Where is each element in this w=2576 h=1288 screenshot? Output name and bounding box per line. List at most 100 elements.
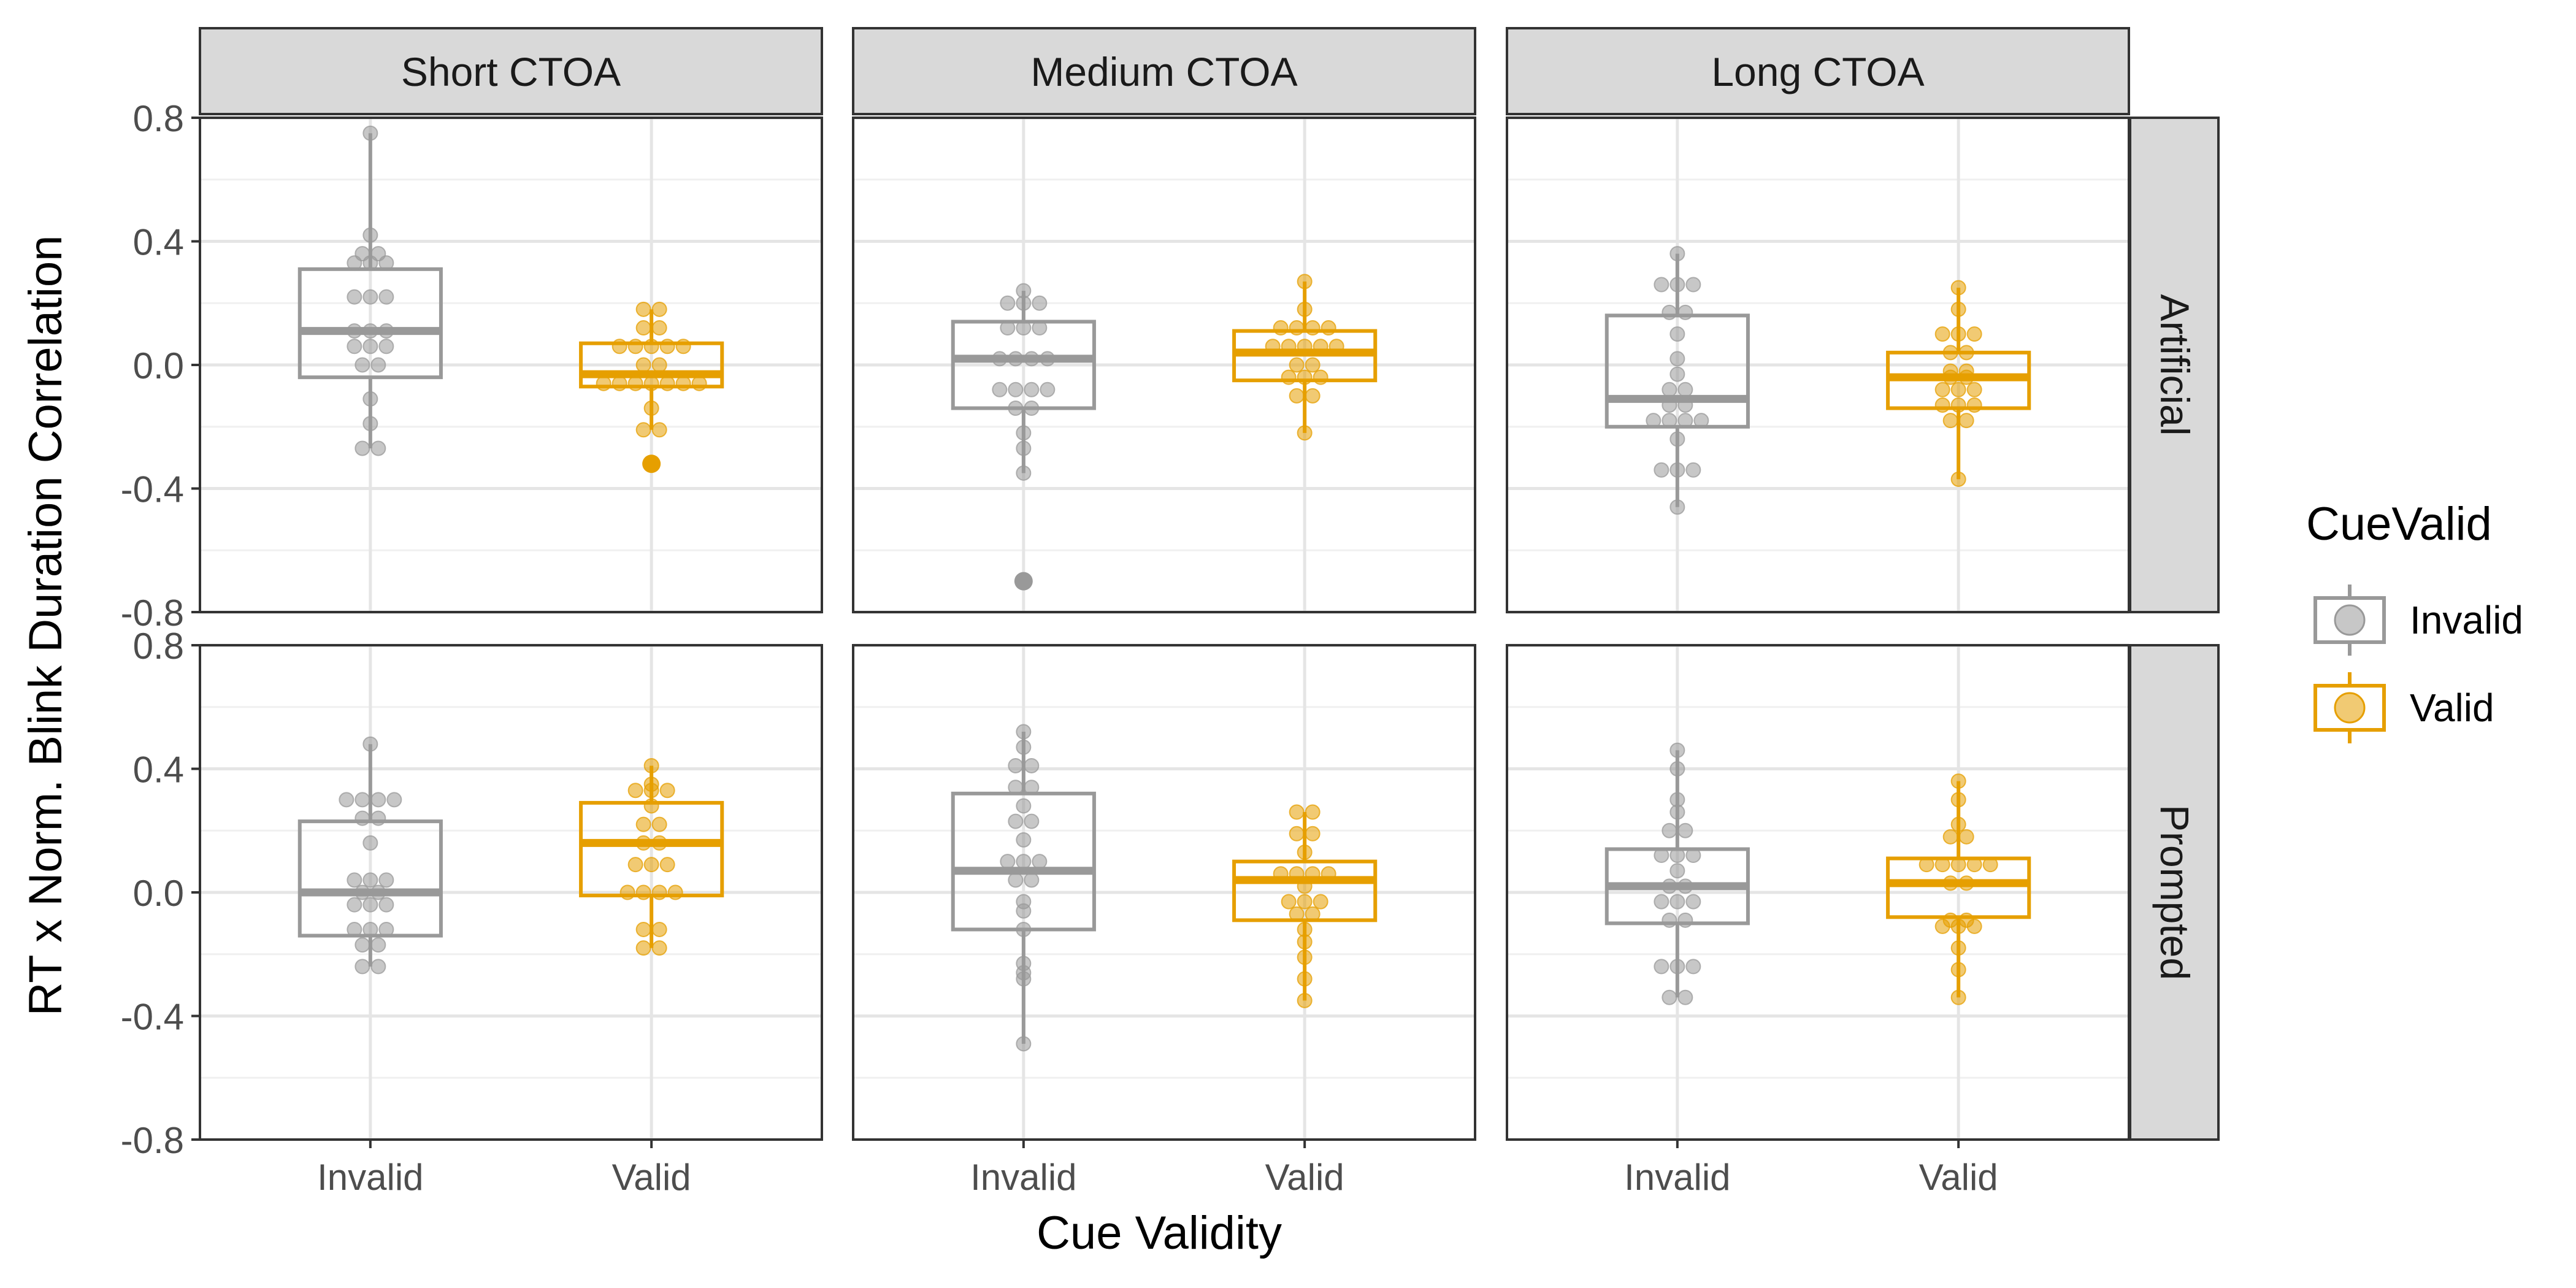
data-point: [1966, 397, 1982, 413]
data-point: [1321, 866, 1336, 882]
facet-strip-column: [852, 27, 1476, 115]
data-point: [1934, 381, 1950, 397]
data-point: [659, 339, 675, 355]
data-point: [1000, 320, 1016, 336]
data-point: [1016, 832, 1032, 848]
data-point: [619, 884, 635, 900]
data-point: [1297, 971, 1313, 987]
data-point: [1966, 326, 1982, 342]
data-point: [1016, 921, 1032, 937]
data-point: [1669, 894, 1685, 910]
data-point: [627, 375, 643, 391]
data-point: [1942, 345, 1958, 361]
y-tick-label: 0.4: [133, 222, 184, 263]
y-tick-label: 0.4: [133, 749, 184, 791]
data-point: [362, 323, 378, 339]
data-point: [347, 255, 362, 271]
data-point: [1008, 381, 1024, 397]
data-point: [1024, 780, 1040, 795]
facet-panel: [852, 116, 1476, 614]
data-point: [651, 940, 667, 956]
data-point: [1669, 462, 1685, 478]
data-point: [1654, 848, 1669, 864]
data-point: [651, 301, 667, 317]
data-point: [362, 339, 378, 355]
data-point: [1950, 989, 1966, 1005]
data-point: [659, 857, 675, 873]
data-point: [1934, 857, 1950, 873]
data-point: [992, 381, 1008, 397]
data-point: [1305, 320, 1321, 336]
box-iqr: [1232, 859, 1378, 922]
facet-strip-column-label: Medium CTOA: [1030, 49, 1297, 94]
data-point: [1662, 912, 1677, 928]
data-point: [1685, 462, 1701, 478]
data-point: [635, 921, 651, 937]
facet-panel: -0.8 -0.4 0.0 0.4 0.8: [121, 98, 823, 634]
data-point: [596, 375, 611, 391]
data-point: [635, 301, 651, 317]
legend-item-valid: Valid: [2313, 672, 2494, 743]
data-point: [1016, 971, 1032, 987]
data-point: [362, 289, 378, 305]
data-point: [1321, 320, 1336, 336]
data-point: [1297, 301, 1313, 317]
data-point: [1685, 848, 1701, 864]
data-point: [1966, 381, 1982, 397]
box-valid: [1232, 274, 1378, 441]
legend-title: CueValid: [2306, 498, 2492, 550]
data-point: [1950, 857, 1966, 873]
y-tick-label: 0.8: [133, 98, 184, 139]
data-point: [1942, 875, 1958, 891]
data-point: [1654, 277, 1669, 293]
data-point: [1662, 381, 1677, 397]
data-point: [1693, 413, 1709, 429]
data-point: [1958, 829, 1974, 845]
data-point: [1024, 381, 1040, 397]
legend: CueValid Invalid Valid: [2306, 498, 2523, 743]
data-point: [362, 255, 378, 271]
data-point: [1024, 813, 1040, 829]
y-tick-label: -0.8: [121, 1120, 184, 1161]
data-point: [355, 937, 370, 953]
y-tick-label: -0.4: [121, 469, 184, 510]
legend-item-label: Valid: [2410, 686, 2494, 730]
data-point: [1950, 816, 1966, 832]
data-point: [370, 357, 386, 373]
data-point: [1040, 381, 1056, 397]
data-point: [378, 897, 394, 913]
data-point: [378, 339, 394, 355]
data-point: [1016, 724, 1032, 740]
data-point: [643, 375, 659, 391]
data-point: [347, 289, 362, 305]
data-point: [1669, 326, 1685, 342]
data-point: [635, 940, 651, 956]
data-point: [1305, 866, 1321, 882]
legend-key-point: [2334, 692, 2366, 724]
data-point: [1297, 274, 1313, 289]
data-point: [1016, 440, 1032, 456]
data-point: [1024, 401, 1040, 416]
data-point: [611, 375, 627, 391]
data-point: [611, 339, 627, 355]
data-point: [1281, 894, 1297, 910]
data-point: [1950, 962, 1966, 978]
data-point: [378, 289, 394, 305]
data-point: [362, 125, 378, 141]
x-tick-label: Valid: [612, 1157, 691, 1198]
data-point: [347, 323, 362, 339]
legend-item-label: Invalid: [2410, 598, 2523, 642]
data-point: [1669, 277, 1685, 293]
data-point: [1677, 822, 1693, 838]
box-invalid: [297, 125, 443, 456]
data-point: [362, 921, 378, 937]
data-point: [1313, 339, 1328, 355]
data-point: [643, 783, 659, 799]
data-point: [1950, 773, 1966, 789]
y-tick-label: -0.8: [121, 592, 184, 634]
data-point: [627, 857, 643, 873]
data-point: [370, 884, 386, 900]
data-point: [1942, 413, 1958, 429]
data-point: [1662, 304, 1677, 320]
